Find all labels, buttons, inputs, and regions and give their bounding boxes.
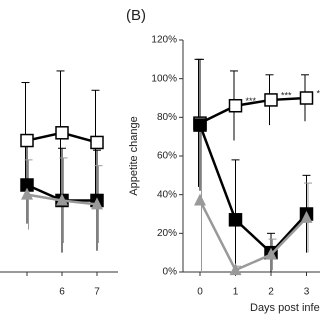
- marker: [300, 210, 313, 223]
- y-tick-label: 0%: [163, 267, 178, 278]
- marker: [228, 98, 243, 113]
- x-tick-label: 1: [233, 287, 239, 298]
- marker: [56, 193, 68, 206]
- marker: [265, 247, 277, 260]
- x-tick-label: 2: [268, 287, 274, 298]
- panel-label: (B): [126, 7, 146, 24]
- marker: [20, 133, 34, 148]
- marker: [90, 135, 104, 150]
- x-tick-label: 3: [304, 287, 310, 298]
- annotation: ***: [246, 96, 257, 106]
- series-line: [198, 124, 308, 255]
- series-line: [199, 96, 307, 125]
- marker: [194, 193, 206, 206]
- x-axis-label: Days post infection: [250, 302, 320, 314]
- y-tick-label: 80%: [157, 112, 177, 123]
- y-tick-label: 100%: [151, 73, 177, 84]
- x-tick-label: 0: [197, 287, 203, 298]
- x-tick-label: 6: [59, 287, 65, 298]
- x-tick-label: 7: [94, 287, 100, 298]
- y-axis-label: Appetite change: [128, 116, 140, 196]
- annotation: ***: [317, 88, 320, 98]
- series-line: [198, 199, 308, 272]
- marker: [91, 197, 103, 210]
- y-tick-label: 20%: [157, 228, 177, 239]
- marker: [21, 187, 33, 200]
- y-tick-label: 120%: [151, 35, 177, 46]
- y-tick-label: 40%: [157, 189, 177, 200]
- y-tick-label: 60%: [157, 151, 177, 162]
- marker: [228, 213, 243, 227]
- marker: [264, 93, 278, 107]
- marker: [299, 91, 314, 105]
- annotation: ***: [281, 90, 292, 100]
- marker: [229, 263, 242, 276]
- marker: [55, 126, 69, 140]
- marker: [193, 118, 207, 132]
